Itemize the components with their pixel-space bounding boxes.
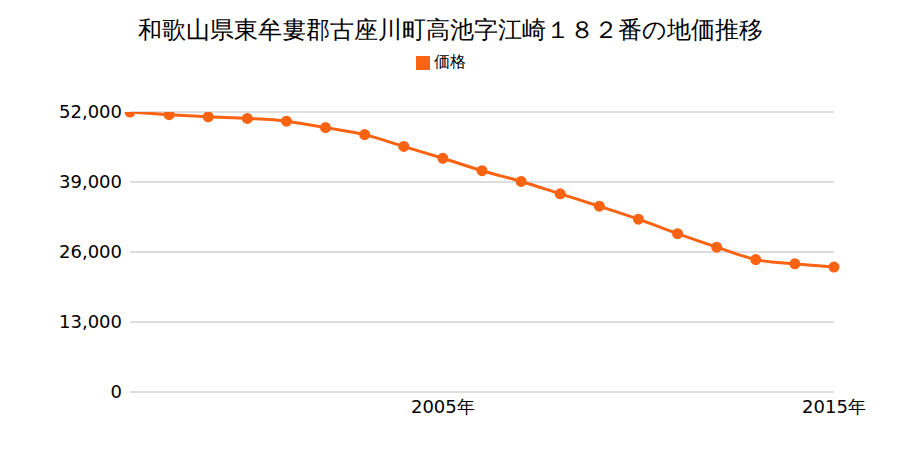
html-text:価格: 価格 [434,52,466,71]
svg-text:13,000: 13,000 [59,311,122,332]
svg-text:52,000: 52,000 [59,101,122,122]
svg-text:2015年: 2015年 [802,396,866,417]
svg-text:2005年: 2005年 [411,396,475,417]
svg-text:39,000: 39,000 [59,171,122,192]
svg-text:26,000: 26,000 [59,241,122,262]
svg-text:0: 0 [111,381,122,402]
html-text:和歌山県東牟婁郡古座川町高池字江崎１８２番の地価推移: 和歌山県東牟婁郡古座川町高池字江崎１８２番の地価推移 [137,16,763,44]
